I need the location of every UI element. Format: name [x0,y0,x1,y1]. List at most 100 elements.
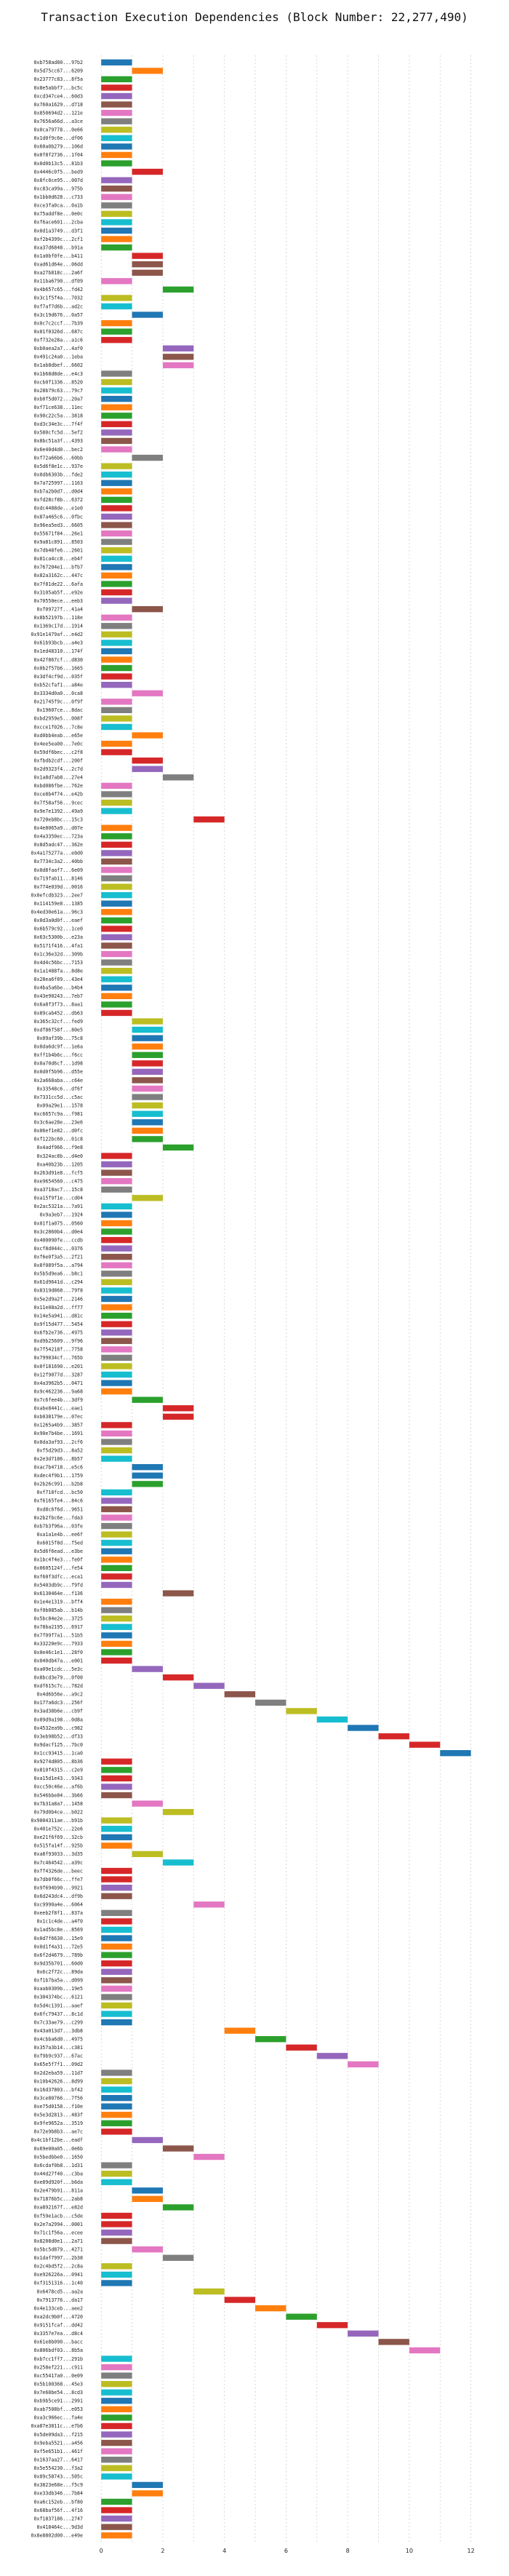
execution-bar [101,782,132,790]
tx-label: 0x06ef1e82...d0fc [34,1128,84,1134]
tx-label: 0x0d1a3749...d3f1 [34,228,84,234]
tx-label: 0xe33db346...7b84 [34,2491,84,2497]
execution-bar [101,1767,132,1773]
execution-bar [286,1708,317,1714]
tx-label: 0xa37d6848...b91a [34,245,84,250]
execution-bar [132,1464,163,1471]
tx-label: 0x8319d868...79f8 [34,1288,84,1294]
tx-label: 0xf6e0f3a5...2f21 [34,1255,84,1260]
tx-label: 0xf122bc60...01c8 [34,1137,84,1142]
tx-label: 0x4adf966...f9e8 [36,1145,83,1150]
execution-bar [101,488,132,495]
execution-bar [101,1657,132,1664]
execution-bar [162,1674,194,1681]
execution-bar [101,2171,132,2177]
tx-label: 0x5d4c1391...aaef [34,2003,84,2008]
tx-label: 0x719fab11...8146 [34,875,84,881]
tx-label: 0x1bc4f4e3...fe0f [34,1557,84,1563]
execution-bar [101,2128,132,2135]
tx-label: 0x3ce80766...7f56 [34,2095,84,2101]
tx-label: 0x0f181690...e201 [34,1364,84,1370]
tx-label: 0x7e68be54...8cd3 [34,2390,84,2396]
tx-label: 0xf732e28a...a1c6 [34,338,84,343]
tx-label: 0x5403db9c...f9fd [34,1582,84,1588]
tx-label: 0x258ef221...c911 [34,2364,84,2370]
tx-label: 0xd8c6f6d...9651 [36,1506,83,1512]
execution-bar [101,1354,132,1361]
execution-bar [101,109,132,116]
tx-label: 0x61e8b090...bacc [34,2340,84,2345]
tx-label: 0x8d5adc47...362e [34,842,84,848]
tx-label: 0xdec4f9b1...1759 [34,1473,84,1479]
execution-bar [101,673,132,680]
tx-label: 0x9004311ae...b91b [31,1818,83,1824]
tx-label: 0x09af39b...75c8 [36,1035,83,1041]
execution-bar [101,824,132,831]
tx-label: 0x1d0f9c6e...df06 [34,135,84,141]
execution-bar [101,437,132,445]
tx-label: 0x0d8faaf7...6e09 [34,867,84,873]
execution-bar [193,1682,225,1689]
execution-bar [101,421,132,427]
execution-bar [101,640,132,646]
tx-label: 0xcc50c46e...af6b [34,1784,84,1790]
execution-bar [101,1321,132,1327]
tx-label: 0x01f1a075...0560 [34,1220,84,1226]
execution-bar [132,2481,163,2489]
execution-bar [132,1127,163,1134]
execution-bar [132,1800,163,1807]
tx-label: 0x78ba2195...6917 [34,1624,84,1630]
tx-label: 0xfd28cf8b...6372 [34,497,84,503]
tx-label: 0xf0b085ab...b14b [34,1607,84,1613]
execution-bar [101,429,132,436]
tx-label: 0x33548c6...df6f [36,1086,83,1092]
execution-bar [162,362,194,369]
tx-label: 0x6fb2e736...4975 [34,1330,84,1336]
tx-label: 0x6015f8d...f5ed [36,1541,83,1546]
execution-bar [132,1110,163,1117]
tx-label: 0x0da3af93...2cf6 [34,1439,84,1445]
tx-label: 0x8b52197b...118e [34,615,84,621]
tx-label: 0x760a1629...d718 [34,102,84,108]
execution-bar [162,286,194,293]
tx-label: 0xf72a66b6...60bb [34,455,84,461]
execution-bar [101,1212,132,1218]
execution-bar [101,841,132,848]
tx-label: 0x7c6fee4b...3df9 [34,1397,84,1403]
tx-label: 0x6c2f72c...89da [36,1969,83,1975]
tx-label: 0x71876b5c...2ab8 [34,2196,84,2202]
tx-label: 0x1ab8dbef...6602 [34,362,84,368]
execution-bar [101,1228,132,1235]
tx-label: 0x774e039d...0016 [34,884,84,890]
execution-bar [101,699,132,705]
execution-bar [101,1447,132,1454]
tx-label: 0x9a81c891...8503 [34,539,84,545]
tx-label: 0x0ca79778...0e66 [34,127,84,133]
execution-bar [101,446,132,453]
tx-label: 0x7734c3a2...40bb [34,859,84,864]
tx-label: 0xb7cc1ff7...291b [34,2356,84,2362]
execution-bar [101,236,132,242]
execution-bar [101,1514,132,1521]
tx-label: 0x3df4cf9d...035f [34,674,84,680]
execution-bar [101,2112,132,2118]
tx-label: 0x0d0f5b96...d55e [34,1069,84,1075]
execution-bar [101,328,132,335]
execution-bar [101,2120,132,2126]
execution-bar [101,1186,132,1193]
execution-bar [132,261,163,268]
tx-label: 0x0d7f6630...15e9 [34,1936,84,1941]
tx-label: 0x6130464e...f136 [34,1591,84,1597]
tx-label: 0x515fa14f...925b [34,1843,84,1849]
execution-bar [101,1926,132,1933]
execution-bar [101,538,132,545]
execution-bar [101,572,132,579]
execution-bar [132,1136,163,1142]
tx-label: 0x5bc84e2e...3725 [34,1616,84,1622]
tx-label: 0x4e133ceb...aee2 [34,2305,84,2311]
execution-bar [101,682,132,688]
tx-label: 0x4ed30e61a...96c3 [31,910,83,915]
execution-bar [101,2229,132,2236]
execution-bar [101,2532,132,2539]
execution-bar [101,1960,132,1967]
